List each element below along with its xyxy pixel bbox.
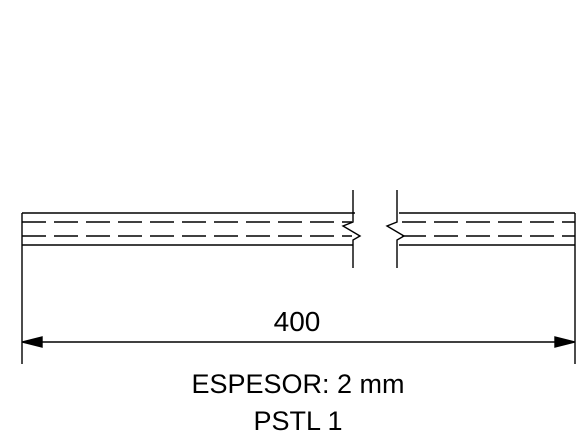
part-label: PSTL 1	[253, 406, 342, 436]
arrowhead-right	[554, 336, 576, 348]
plate-profile	[21, 190, 576, 268]
break-line-left	[341, 190, 362, 268]
dimension	[21, 245, 576, 364]
thickness-label: ESPESOR: 2 mm	[191, 369, 404, 399]
dimension-value: 400	[274, 306, 321, 337]
arrowhead-left	[21, 336, 43, 348]
break-line-right	[385, 190, 406, 268]
